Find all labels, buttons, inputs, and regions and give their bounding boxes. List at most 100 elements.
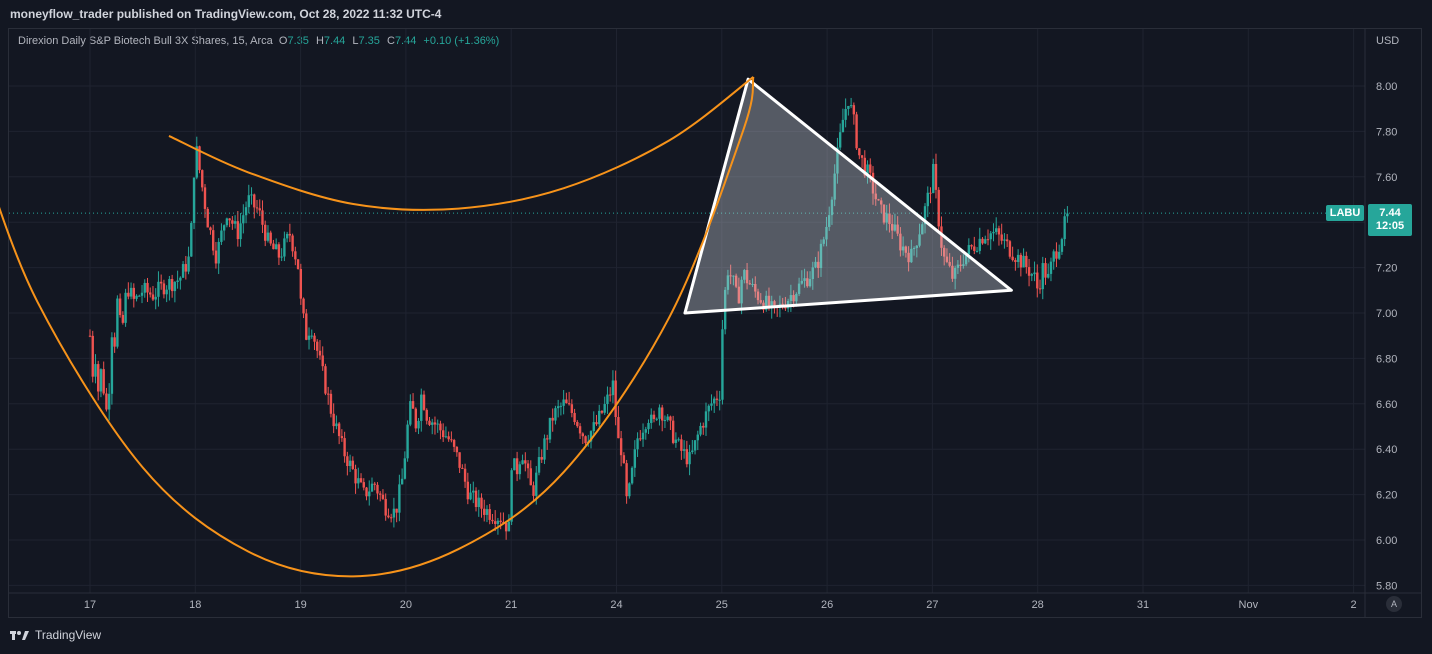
x-tick-label: 28 <box>1032 599 1044 611</box>
y-tick-label: 7.20 <box>1376 263 1397 275</box>
candle-body <box>904 246 908 253</box>
candle-body <box>603 404 606 413</box>
candle-body <box>431 422 434 425</box>
candle-body <box>693 440 697 451</box>
candle-body <box>187 256 190 272</box>
candle-body <box>524 460 527 464</box>
candle-body <box>899 233 902 251</box>
candle-body <box>765 295 768 310</box>
candle-body <box>452 440 456 447</box>
publish-caption: moneyflow_trader published on TradingVie… <box>10 7 442 21</box>
cup-curve <box>0 76 755 578</box>
candle-body <box>392 508 396 518</box>
candle-body <box>472 490 475 493</box>
candle-body <box>702 425 705 428</box>
candle-body <box>94 364 97 377</box>
candle-body <box>619 438 623 456</box>
candle-body <box>828 215 831 227</box>
rim-curve <box>168 76 754 211</box>
candle-body <box>995 228 998 232</box>
candle-body <box>669 416 672 421</box>
candle-body <box>663 420 667 422</box>
candle-body <box>880 200 883 205</box>
candle-body <box>264 224 267 241</box>
candle-body <box>562 399 565 406</box>
candle-body <box>337 423 341 437</box>
candle-body <box>398 484 401 513</box>
candle-body <box>721 329 724 400</box>
footer-brand: TradingView <box>10 628 101 642</box>
candle-body <box>836 147 839 174</box>
candle-body <box>677 439 680 441</box>
candle-body <box>754 284 757 292</box>
candle-body <box>411 401 415 409</box>
candle-body <box>989 233 992 240</box>
candle-body <box>168 279 171 290</box>
candle-body <box>485 509 489 515</box>
auto-scale-button[interactable]: A <box>1386 596 1402 612</box>
candle-body <box>343 438 346 457</box>
candle-body <box>959 264 962 266</box>
candle-body <box>135 295 138 299</box>
candle-body <box>381 494 385 499</box>
candle-body <box>688 452 691 465</box>
candle-body <box>253 194 256 208</box>
candle-body <box>291 235 294 252</box>
candle-body <box>529 468 532 486</box>
candle-body <box>666 416 669 421</box>
candle-body <box>817 261 820 269</box>
candle-body <box>890 224 894 231</box>
candle-body <box>88 335 92 337</box>
candle-body <box>652 414 656 419</box>
candle-body <box>436 423 439 425</box>
candle-body <box>277 244 281 258</box>
candle-body <box>1019 254 1023 268</box>
candle-body <box>814 261 817 268</box>
candle-body <box>99 369 103 392</box>
candle-body <box>1030 274 1034 276</box>
candle-body <box>483 508 486 515</box>
candle-body <box>581 433 585 437</box>
last-price-value: 7.44 <box>1379 207 1401 219</box>
candle-body <box>296 259 300 269</box>
brand-name: TradingView <box>35 628 102 642</box>
candle-body <box>261 210 264 225</box>
candle-body <box>852 105 856 115</box>
candle-body <box>953 267 957 279</box>
candle-body <box>940 226 943 248</box>
candle-body <box>863 157 866 176</box>
x-tick-label: 24 <box>610 599 622 611</box>
candle-body <box>420 394 423 421</box>
candle-body <box>159 281 163 284</box>
candle-body <box>825 226 828 240</box>
candle-body <box>819 243 823 269</box>
candle-body <box>417 420 420 429</box>
candle-body <box>321 355 324 367</box>
candle-body <box>1005 239 1009 242</box>
candle-body <box>1036 272 1039 289</box>
candle-body <box>318 350 322 356</box>
candle-body <box>305 313 308 340</box>
candle-body <box>395 508 398 513</box>
candle-body <box>548 417 552 440</box>
candle-body <box>1052 251 1055 262</box>
candle-body <box>198 146 201 171</box>
candle-body <box>570 404 574 413</box>
candle-body <box>124 292 127 323</box>
candle-body <box>948 261 951 266</box>
x-tick-label: 26 <box>821 599 833 611</box>
candle-body <box>598 410 601 425</box>
candle-body <box>192 177 196 224</box>
change-value: +0.10 (+1.36%) <box>423 35 500 47</box>
candle-body <box>102 369 105 394</box>
candle-body <box>855 114 858 149</box>
candle-body <box>1000 234 1003 241</box>
candle-body <box>748 283 752 285</box>
y-tick-label: 8.00 <box>1376 81 1397 93</box>
candle-body <box>201 170 204 188</box>
y-tick-label: 6.80 <box>1376 353 1397 365</box>
candle-body <box>184 264 188 272</box>
symbol-badge: LABU <box>1326 205 1364 221</box>
candle-body <box>743 270 746 280</box>
